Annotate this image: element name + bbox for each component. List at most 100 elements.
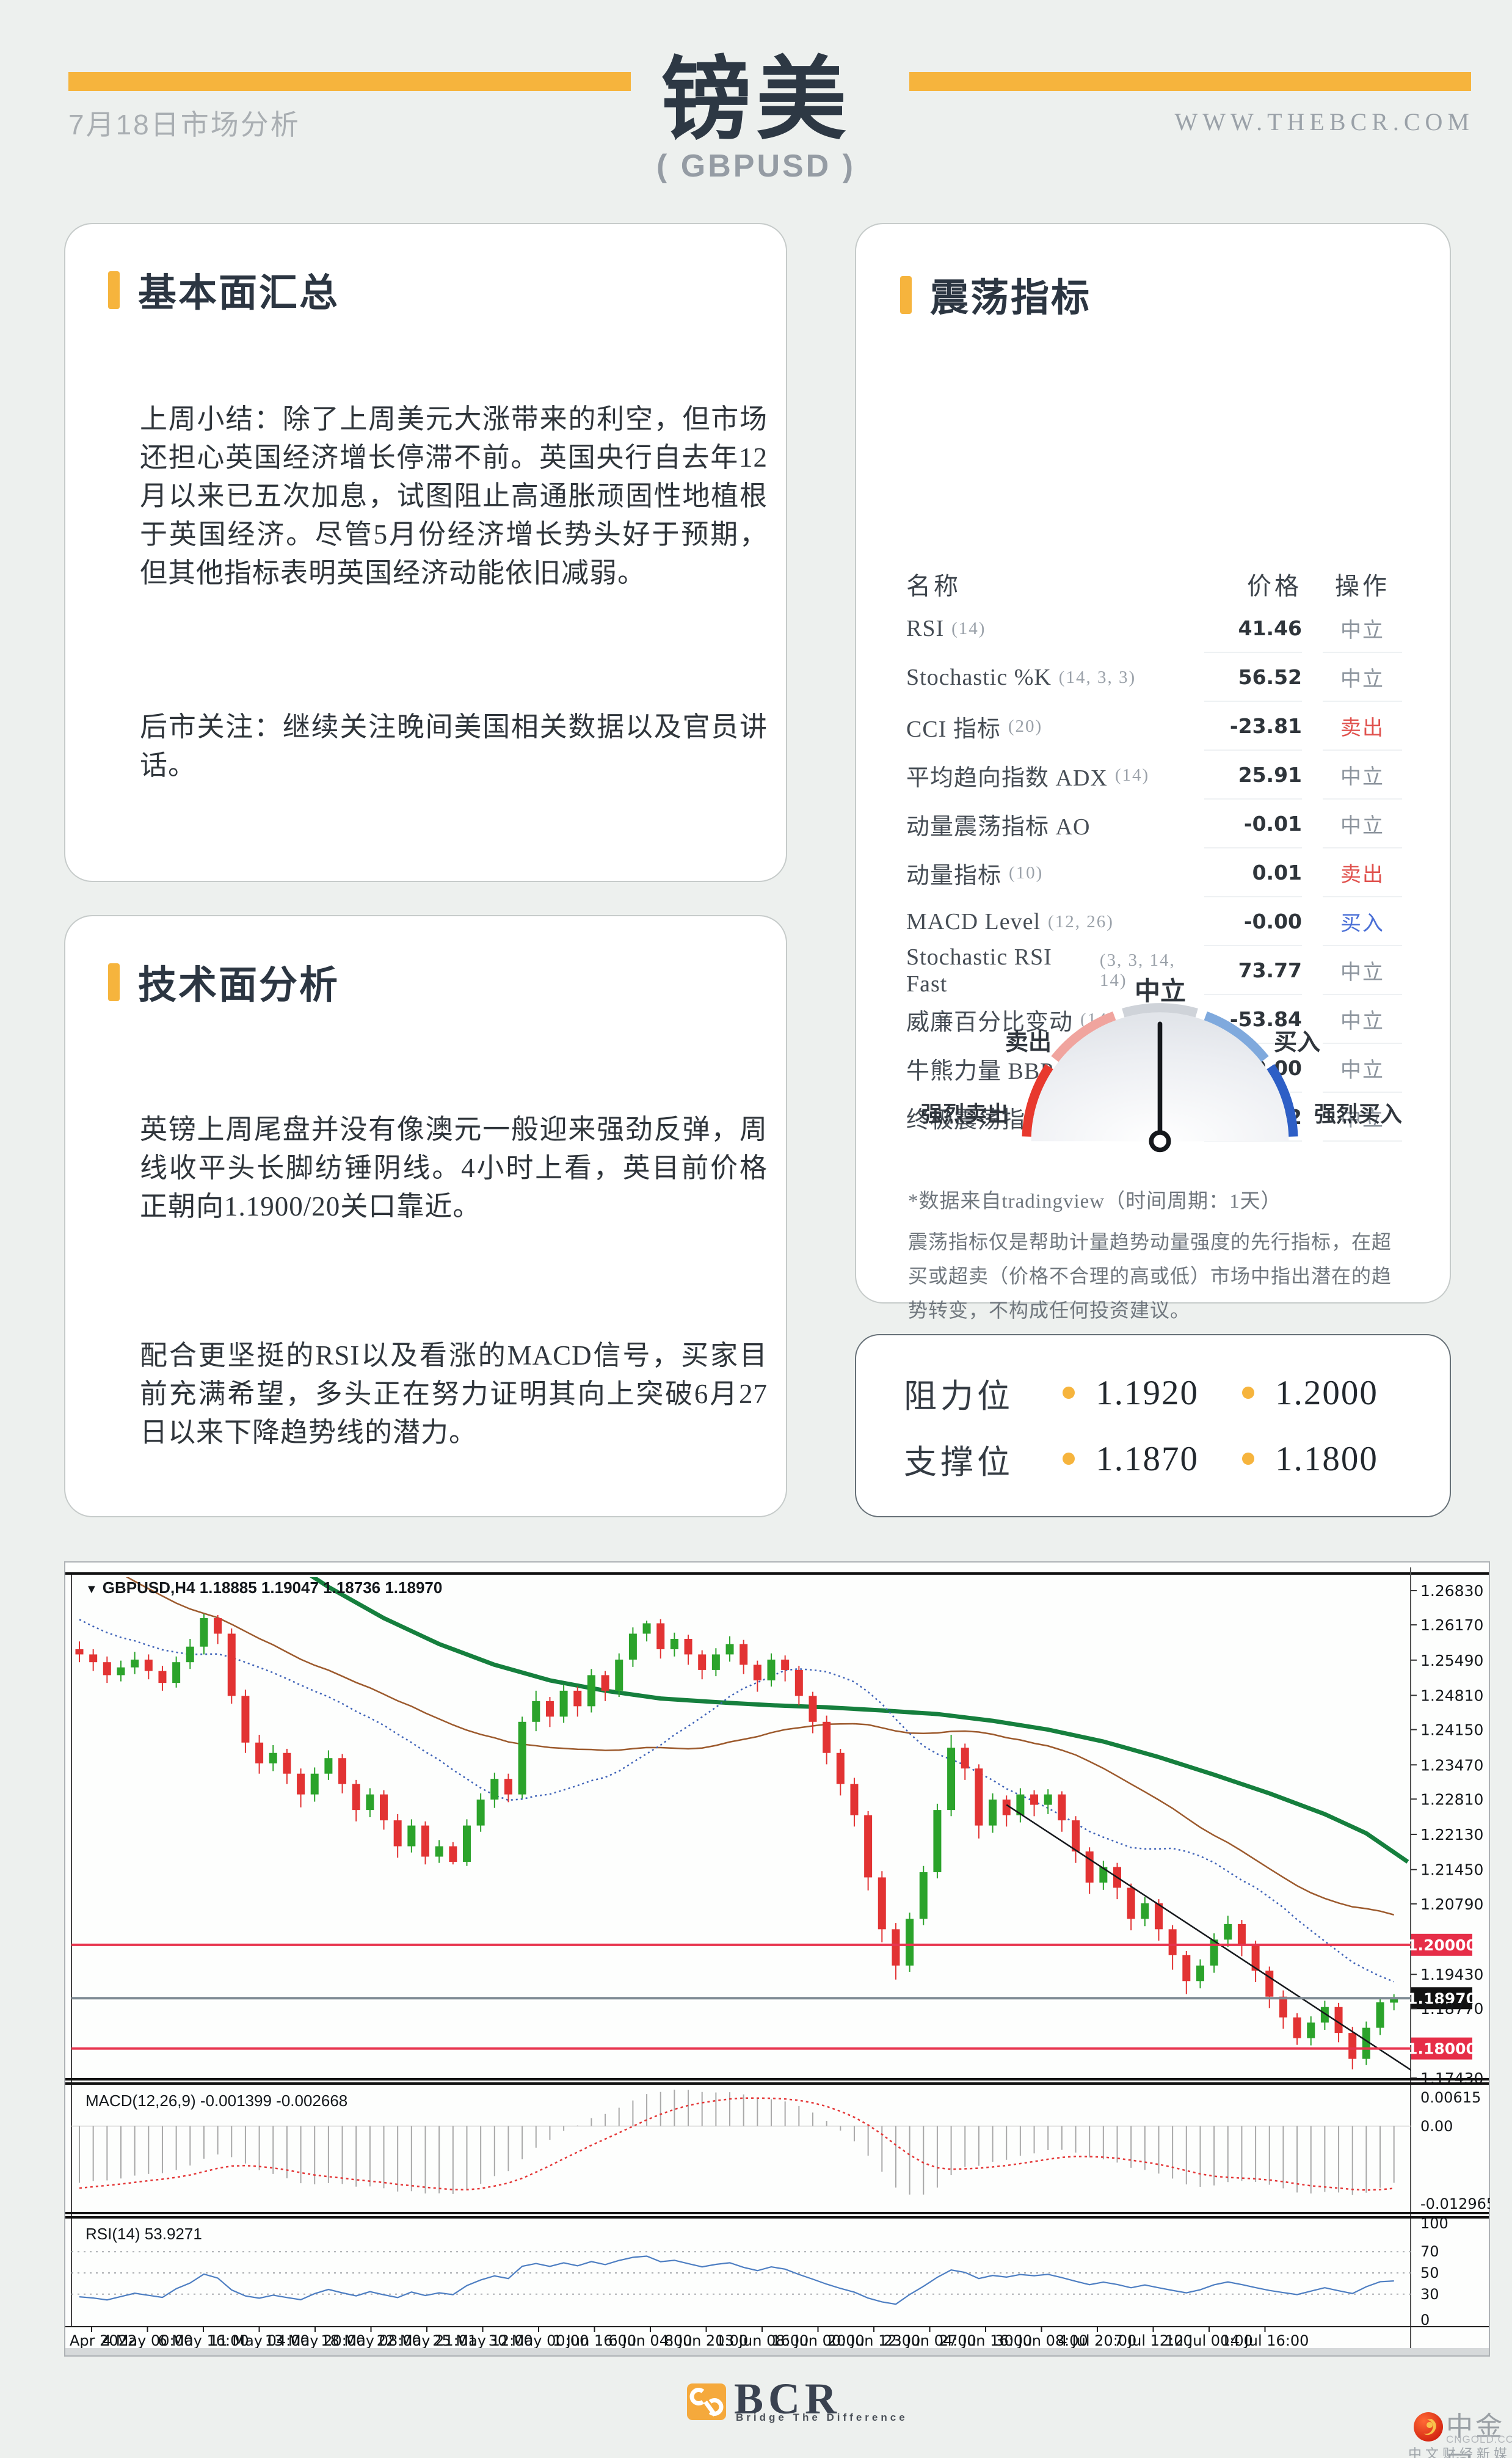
indicator-params: (12, 26) [1048, 911, 1114, 932]
time-label: 1 Jun 16:00 [553, 2332, 636, 2349]
candles [75, 1614, 1398, 2070]
indicator-name: CCI 指标 (20) [906, 716, 1043, 742]
svg-text:1.19430: 1.19430 [1420, 1966, 1483, 1983]
title-accent-bar [900, 275, 912, 314]
resistance-row: 阻力位 1.1920 1.2000 [904, 1365, 1411, 1421]
chart-symbol-line: ▼ GBPUSD,H4 1.18885 1.19047 1.18736 1.189… [85, 1578, 443, 1597]
title-accent-bar [108, 963, 120, 1001]
svg-text:1.21450: 1.21450 [1420, 1861, 1483, 1879]
indicator-action: 卖出 [1323, 702, 1402, 751]
time-label: 6 May 16:00 [158, 2332, 249, 2349]
fundamental-paragraph-1: 上周小结：除了上周美元大涨带来的利空，但市场还担心英国经济增长停滞不前。英国央行… [140, 404, 768, 588]
macd-histogram [79, 2089, 1395, 2195]
time-label: 8 Jun 20:00 [664, 2332, 748, 2349]
technical-paragraph-1: 英镑上周尾盘并没有像澳元一般迎来强劲反弹，周线收平头长脚纺锤阴线。4小时上看，英… [140, 1114, 768, 1222]
price-chart: 1.20000 1.18970 1.18000 1.26830 1.26170 1.254… [64, 1567, 1490, 2349]
indicator-value: 25.91 [1204, 751, 1302, 800]
time-label: 27 Jun 16:00 [939, 2332, 1032, 2349]
technical-paragraph-2: 配合更坚挺的RSI以及看涨的MACD信号，买家目前充满希望，多头正在努力证明其向… [140, 1340, 768, 1448]
time-label: 25 May 12:00 [432, 2332, 533, 2349]
indicator-row: MACD Level (12, 26) -0.00 买入 [906, 897, 1402, 946]
macd-label: MACD(12,26,9) -0.001399 -0.002668 [85, 2091, 348, 2110]
fundamental-card: 基本面汇总 上周小结：除了上周美元大涨带来的利空，但市场还担心英国经济增长停滞不… [64, 223, 787, 882]
ma-green [309, 1577, 1409, 1864]
technical-title: 技术面分析 [138, 964, 340, 1007]
bullet-icon [1063, 1453, 1075, 1465]
indicator-params: (3, 3, 14, 14) [1099, 950, 1176, 990]
partner-slogan: 中文财经新媒体 [1408, 2446, 1511, 2458]
support-value-2: 1.1800 [1275, 1439, 1378, 1478]
indicator-action: 中立 [1323, 751, 1402, 800]
time-label: 6 Jun 04:00 [608, 2332, 692, 2349]
partner-name: 中金网 [1446, 2412, 1505, 2458]
page-title: 镑美 [661, 49, 851, 150]
indicator-action: 中立 [1323, 995, 1402, 1044]
support-row: 支撑位 1.1870 1.1800 [904, 1431, 1411, 1487]
indicator-value: 41.46 [1204, 604, 1302, 653]
bullet-icon [1242, 1387, 1255, 1399]
indicator-row: Stochastic %K (14, 3, 3) 56.52 中立 [906, 653, 1402, 702]
time-label: 30 May 00:00 [489, 2332, 589, 2349]
ma-blue [79, 1619, 1395, 1983]
indicator-params: (14) [951, 618, 986, 638]
time-label: 11 May 04:00 [209, 2332, 310, 2349]
svg-text:1.22810: 1.22810 [1420, 1790, 1483, 1808]
indicator-action: 中立 [1323, 1044, 1402, 1093]
indicator-params: (14) [1114, 765, 1150, 785]
svg-text:1.23470: 1.23470 [1420, 1756, 1483, 1774]
resistance-value-1: 1.1920 [1096, 1373, 1199, 1412]
oscillator-title-block: 震荡指标 [900, 267, 1091, 323]
bcr-tagline: Bridge The Difference [736, 2412, 908, 2423]
gauge-segment-strong-buy [1267, 1063, 1298, 1137]
chart-bottom-strip [65, 2348, 1489, 2355]
indicator-name: 动量震荡指标 AO [906, 814, 1091, 840]
time-label: 16 Jun 00:00 [771, 2332, 864, 2349]
sentiment-gauge [1022, 1003, 1298, 1153]
column-header-name: 名称 [906, 572, 961, 600]
dropdown-arrow-icon: ▼ [85, 1583, 98, 1596]
time-label: 23 Jun 04:00 [883, 2332, 976, 2349]
time-label: 14 Jul 16:00 [1221, 2332, 1309, 2349]
svg-text:1.26830: 1.26830 [1420, 1582, 1483, 1600]
gauge-label-buy: 买入 [1273, 1030, 1321, 1056]
gauge-segment-sell [1051, 1011, 1116, 1062]
price-tag-current [1411, 1987, 1472, 2010]
time-label: 22 May 21:01 [377, 2332, 478, 2349]
column-header-action: 操作 [1335, 572, 1390, 600]
indicator-value: -23.81 [1204, 702, 1302, 751]
indicator-name: RSI (14) [906, 616, 986, 641]
indicator-name: 牛熊力量 BBP [906, 1058, 1054, 1084]
title-accent-bar [108, 271, 120, 309]
indicator-row: Stochastic RSI Fast (3, 3, 14, 14) 73.77 中立 [906, 944, 1402, 997]
main-pane [75, 1577, 1411, 2071]
bullet-icon [1063, 1387, 1075, 1399]
indicator-value: 56.52 [1204, 653, 1302, 702]
indicator-table-header: 名称 价格 操作 [906, 566, 1402, 602]
svg-text:1.24150: 1.24150 [1420, 1721, 1483, 1739]
header-accent-bar-right [909, 72, 1471, 91]
time-label: 30 Jun 08:00 [995, 2332, 1088, 2349]
svg-text:1.24810: 1.24810 [1420, 1687, 1483, 1705]
gauge-label-neutral: 中立 [1134, 977, 1187, 1005]
svg-text:1.18770: 1.18770 [1420, 2000, 1483, 2018]
indicator-row: 动量指标 (10) 0.01 卖出 [906, 848, 1402, 897]
svg-text:0.00: 0.00 [1420, 2118, 1453, 2135]
macd-signal-line [79, 2097, 1394, 2191]
svg-text:0: 0 [1420, 2311, 1430, 2329]
indicator-row: RSI (14) 41.46 中立 [906, 604, 1402, 653]
indicator-params: (10) [1009, 862, 1044, 883]
oscillator-title: 震荡指标 [930, 277, 1091, 319]
page-subtitle: ( GBPUSD ) [656, 148, 856, 184]
header-accent-bar-left [68, 72, 631, 91]
time-label: 20 Jun 12:00 [827, 2332, 920, 2349]
fundamental-paragraph-2: 后市关注：继续关注晚间美国相关数据以及官员讲话。 [140, 712, 768, 781]
cngold-logo-icon [1414, 2412, 1443, 2442]
time-label: 29 Apr 2022 [64, 2332, 137, 2349]
indicator-action: 卖出 [1323, 848, 1402, 897]
indicator-value: -0.01 [1204, 800, 1302, 848]
indicator-name: 平均趋向指数 ADX (14) [906, 765, 1150, 791]
indicator-name: Stochastic %K (14, 3, 3) [906, 665, 1136, 690]
gauge-needle-hub [1149, 1130, 1171, 1153]
oscillator-card: 震荡指标 名称 价格 操作 RSI (14) 41.46 中立 Stochastic %… [855, 223, 1451, 1321]
svg-text:1.20000: 1.20000 [1407, 1936, 1477, 1954]
